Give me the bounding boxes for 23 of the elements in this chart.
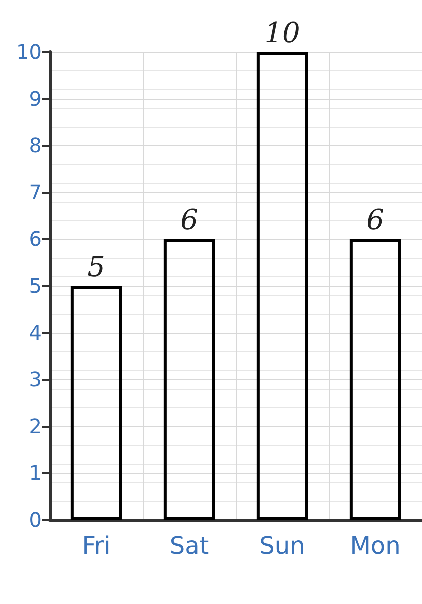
bar	[350, 239, 402, 520]
y-tick-label: 3	[29, 368, 42, 392]
y-tick-label: 7	[29, 180, 42, 204]
x-tick-label: Sat	[170, 532, 210, 560]
y-tick-label: 8	[29, 134, 42, 158]
y-tick-label: 9	[29, 86, 42, 111]
x-tick-label: Mon	[350, 532, 401, 560]
y-tick-label: 1	[29, 461, 42, 486]
y-tick-label: 2	[29, 414, 42, 438]
bar	[164, 239, 216, 520]
y-tick-label: 4	[29, 320, 42, 345]
data-label: 6	[366, 204, 384, 237]
x-tick-label: Fri	[82, 532, 111, 560]
data-label: 10	[264, 16, 300, 50]
y-tick-label: 6	[29, 227, 42, 252]
data-label: 6	[180, 204, 198, 237]
bar	[70, 286, 122, 520]
data-label: 5	[88, 250, 106, 284]
y-tick-label: 10	[16, 40, 42, 64]
y-tick-label: 5	[29, 274, 42, 298]
y-tick-label: 0	[29, 508, 42, 532]
x-tick-label: Sun	[260, 532, 306, 560]
bar	[256, 52, 308, 520]
